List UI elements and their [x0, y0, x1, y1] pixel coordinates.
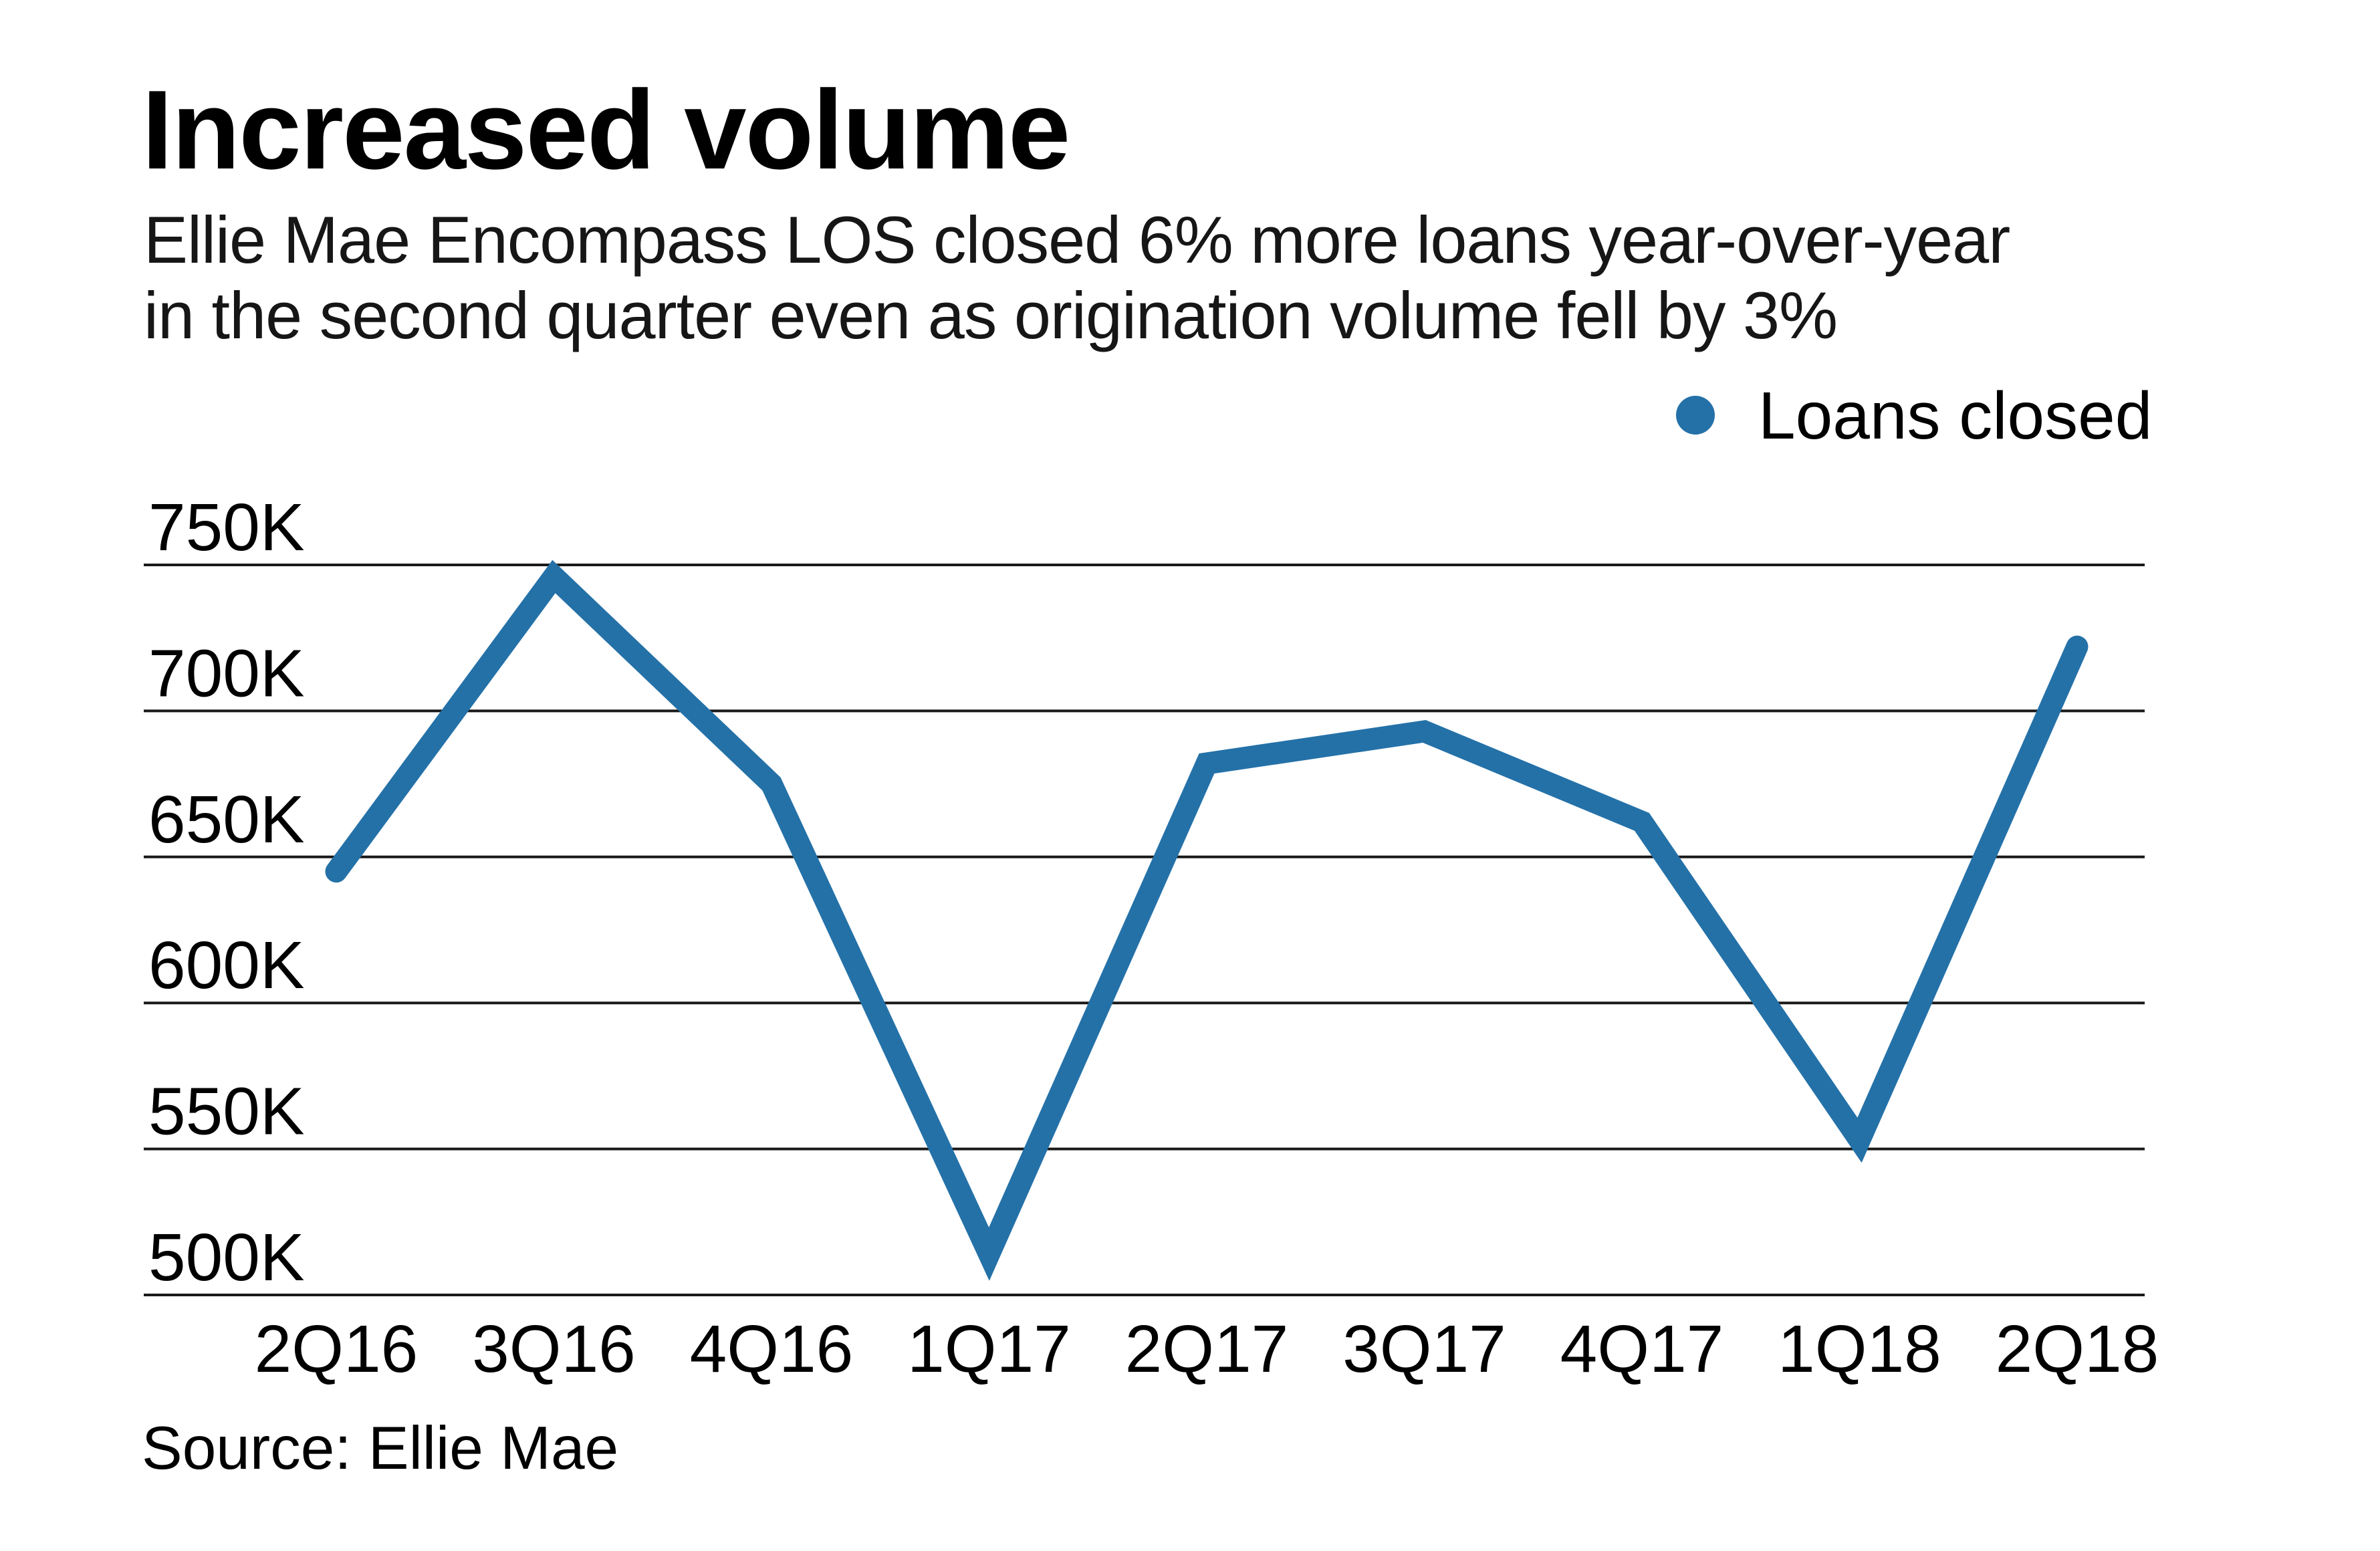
x-axis-tick-label: 1Q18 — [1778, 1312, 1941, 1387]
y-axis-tick-label: 650K — [148, 782, 305, 857]
series-group — [325, 560, 2089, 1281]
y-axis-tick-label: 600K — [148, 928, 305, 1003]
x-axis-tick-label: 2Q17 — [1125, 1312, 1289, 1387]
x-axis-tick-label: 3Q16 — [472, 1312, 636, 1387]
y-axis-tick-label: 550K — [148, 1074, 305, 1149]
chart-legend: Loans closed — [1676, 378, 2152, 453]
source-note: Source: Ellie Mae — [142, 1415, 618, 1482]
x-axis-tick-label: 3Q17 — [1342, 1312, 1506, 1387]
loans-closed-line — [325, 560, 2089, 1281]
legend-series-dot-icon — [1676, 396, 1715, 435]
x-axis-tick-label: 4Q17 — [1560, 1312, 1724, 1387]
x-axis-tick-label: 2Q16 — [255, 1312, 419, 1387]
chart-subtitle-line-2: in the second quarter even as originatio… — [144, 278, 1837, 352]
chart-subtitle-line-1: Ellie Mae Encompass LOS closed 6% more l… — [144, 203, 2010, 277]
gridlines-group: 750K 700K 650K 600K 550K 500K — [144, 490, 2145, 1296]
x-axis-tick-label: 4Q16 — [690, 1312, 854, 1387]
page-title: Increased volume — [142, 67, 1069, 193]
x-axis-labels-group: 2Q16 3Q16 4Q16 1Q17 2Q17 3Q17 4Q17 1Q18 2Q18 — [255, 1312, 2159, 1387]
y-axis-tick-label: 500K — [148, 1220, 305, 1295]
y-axis-tick-label: 750K — [148, 490, 305, 565]
legend-series-label: Loans closed — [1758, 378, 2152, 453]
x-axis-tick-label: 2Q18 — [1996, 1312, 2159, 1387]
y-axis-tick-label: 700K — [148, 636, 305, 711]
x-axis-tick-label: 1Q17 — [907, 1312, 1071, 1387]
